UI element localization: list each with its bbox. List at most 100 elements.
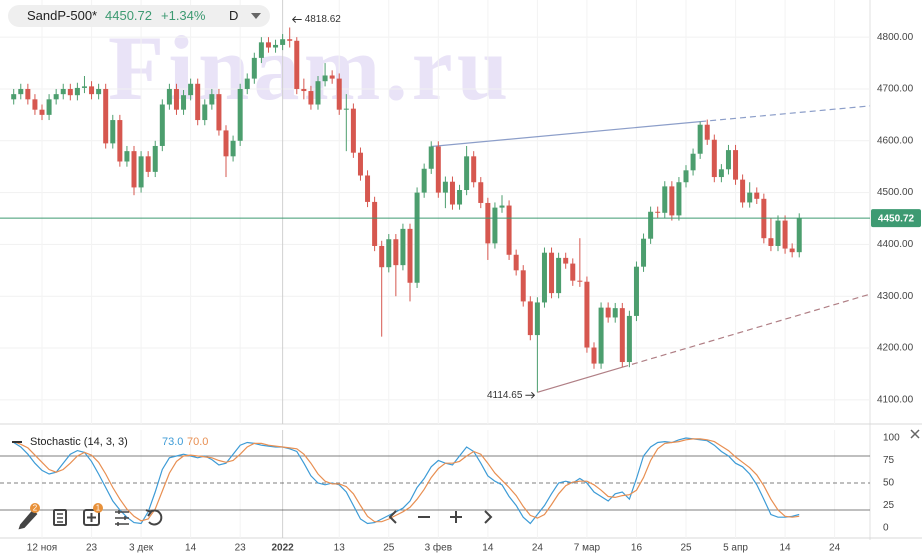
candle-body: [32, 99, 38, 110]
candle-body: [223, 130, 229, 157]
candle-body: [499, 205, 505, 208]
candle-body: [775, 220, 781, 246]
add-indicator[interactable]: [83, 509, 100, 526]
arrow: [291, 16, 302, 23]
candle-body: [18, 88, 24, 95]
candle-body: [492, 207, 498, 244]
indicator-line: [13, 437, 800, 525]
candle-body: [273, 44, 279, 48]
candle-body: [343, 108, 349, 110]
settings-tool[interactable]: [115, 510, 129, 526]
x-tick-label: 14: [185, 543, 197, 554]
y-tick-label: 4100.00: [877, 394, 914, 405]
symbol: SandP-500*: [27, 8, 97, 23]
y-tick-label: 50: [883, 478, 895, 489]
interval[interactable]: D: [229, 8, 238, 23]
candle-body: [733, 150, 739, 180]
candle-body: [584, 281, 590, 348]
candle-body: [725, 150, 731, 170]
candle-body: [782, 220, 788, 249]
trendline-extension: [700, 105, 871, 123]
list-tool[interactable]: [53, 509, 67, 526]
candle-body: [159, 104, 165, 146]
candle-body: [478, 182, 484, 203]
x-tick-label: 25: [680, 543, 692, 554]
candle-body: [626, 315, 632, 363]
candle-body: [258, 42, 264, 58]
undo[interactable]: [148, 509, 163, 526]
close-indicator[interactable]: [910, 429, 920, 439]
toolbar: [18, 509, 493, 530]
candle-body: [513, 254, 519, 271]
candle-body: [336, 78, 342, 110]
last-price-label: 4450.72: [878, 213, 915, 224]
y-tick-label: 4200.00: [877, 343, 914, 354]
candle-body: [549, 252, 555, 294]
zoom-in[interactable]: [450, 511, 462, 523]
candle-body: [74, 87, 80, 96]
candle-body: [421, 168, 427, 193]
candle-body: [117, 120, 123, 162]
x-tick-label: 7 мар: [574, 543, 601, 554]
badge: [30, 503, 40, 513]
scroll-left[interactable]: [388, 510, 397, 524]
candle-body: [60, 88, 66, 95]
x-tick-label: 5 апр: [723, 543, 748, 554]
candle-body: [633, 266, 639, 316]
candle-body: [308, 91, 314, 105]
dropdown-arrow[interactable]: [251, 13, 261, 19]
candle-body: [365, 175, 371, 202]
symbol-pill[interactable]: [8, 5, 270, 27]
draw-tool[interactable]: [18, 509, 38, 530]
candle-body: [754, 192, 760, 199]
candle-body: [202, 104, 208, 121]
candle-body: [449, 181, 455, 205]
x-tick-label: 13: [334, 543, 346, 554]
candle-body: [612, 308, 618, 318]
candle-body: [598, 307, 604, 364]
candle-body: [237, 88, 243, 141]
candle-body: [209, 94, 215, 105]
x-tick-label: 23: [235, 543, 247, 554]
x-tick-label: 16: [631, 543, 643, 554]
y-tick-label: 4400.00: [877, 239, 914, 250]
candle-body: [619, 308, 625, 363]
candle-body: [315, 81, 321, 105]
candle-body: [471, 156, 477, 183]
candle-body: [11, 94, 17, 100]
scroll-right[interactable]: [484, 510, 493, 524]
candle-body: [110, 120, 116, 144]
candle-body: [697, 124, 703, 154]
candle-body: [704, 124, 710, 140]
y-tick-label: 75: [883, 455, 895, 466]
candle-body: [329, 75, 335, 79]
d-value: 70.0: [187, 436, 208, 448]
x-tick-label: 2022: [271, 543, 294, 554]
candle-body: [605, 307, 611, 318]
arrow: [525, 391, 536, 399]
candle-body: [152, 145, 158, 172]
candle-body: [428, 146, 434, 169]
candle-body: [485, 202, 491, 244]
candle-body: [577, 280, 583, 282]
badge-count: 1: [96, 504, 101, 513]
candle-body: [265, 42, 271, 48]
candle-body: [301, 88, 307, 92]
candle-body: [393, 239, 399, 266]
last-price-box: [871, 209, 921, 228]
x-tick-label: 24: [532, 543, 544, 554]
candle-body: [641, 238, 647, 267]
y-tick-label: 4500.00: [877, 187, 914, 198]
candle-body: [53, 94, 59, 100]
y-tick-label: 4600.00: [877, 135, 914, 146]
candle-body: [718, 169, 724, 178]
candle-body: [711, 139, 717, 178]
candle-body: [46, 99, 52, 115]
candle-body: [145, 156, 151, 172]
x-tick-label: 14: [780, 543, 792, 554]
candle-body: [442, 181, 448, 193]
y-tick-label: 25: [883, 500, 895, 511]
candle-body: [103, 88, 109, 144]
candle-body: [683, 170, 689, 183]
